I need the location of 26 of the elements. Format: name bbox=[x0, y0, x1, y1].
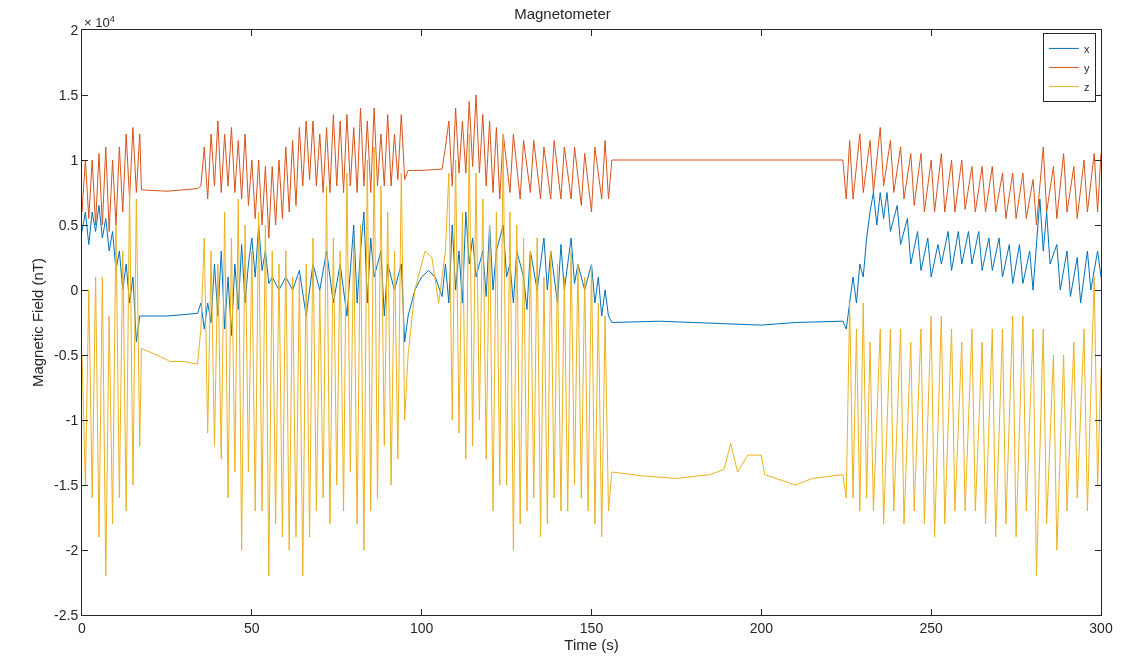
y-tick-label: -1 bbox=[65, 411, 79, 428]
line-series bbox=[82, 133, 1101, 577]
x-tick-label: 200 bbox=[749, 619, 774, 636]
x-tick-label: 300 bbox=[1089, 619, 1113, 636]
y-tick-label: 2 bbox=[70, 21, 79, 38]
y-tick-label: -0.5 bbox=[54, 346, 79, 363]
y-tick-label: 1.5 bbox=[58, 86, 79, 103]
chart-title: Magnetometer bbox=[514, 4, 611, 22]
y-tick-label: 1 bbox=[70, 151, 79, 168]
y-tick-label: -2.5 bbox=[54, 606, 79, 623]
y-tick-label: 0 bbox=[70, 281, 79, 298]
y-tick-label: -2 bbox=[65, 541, 79, 558]
y-tick-label: -1.5 bbox=[54, 476, 79, 493]
line-series bbox=[82, 192, 1101, 343]
x-tick-label: 250 bbox=[919, 619, 944, 636]
y-tick-label: 0.5 bbox=[58, 216, 79, 233]
legend-label: z bbox=[1083, 80, 1090, 93]
line-series bbox=[82, 94, 1101, 239]
x-tick-label: 50 bbox=[244, 619, 260, 636]
legend-label: x bbox=[1083, 42, 1090, 55]
y-axis-title: Magnetic Field (nT) bbox=[29, 257, 47, 388]
x-tick-label: 150 bbox=[579, 619, 604, 636]
x-tick-label: 100 bbox=[409, 619, 434, 636]
annotation: × 10$^{4}$ bbox=[84, 14, 115, 31]
legend-label: y bbox=[1083, 61, 1090, 74]
x-axis-title: Time (s) bbox=[564, 635, 619, 653]
